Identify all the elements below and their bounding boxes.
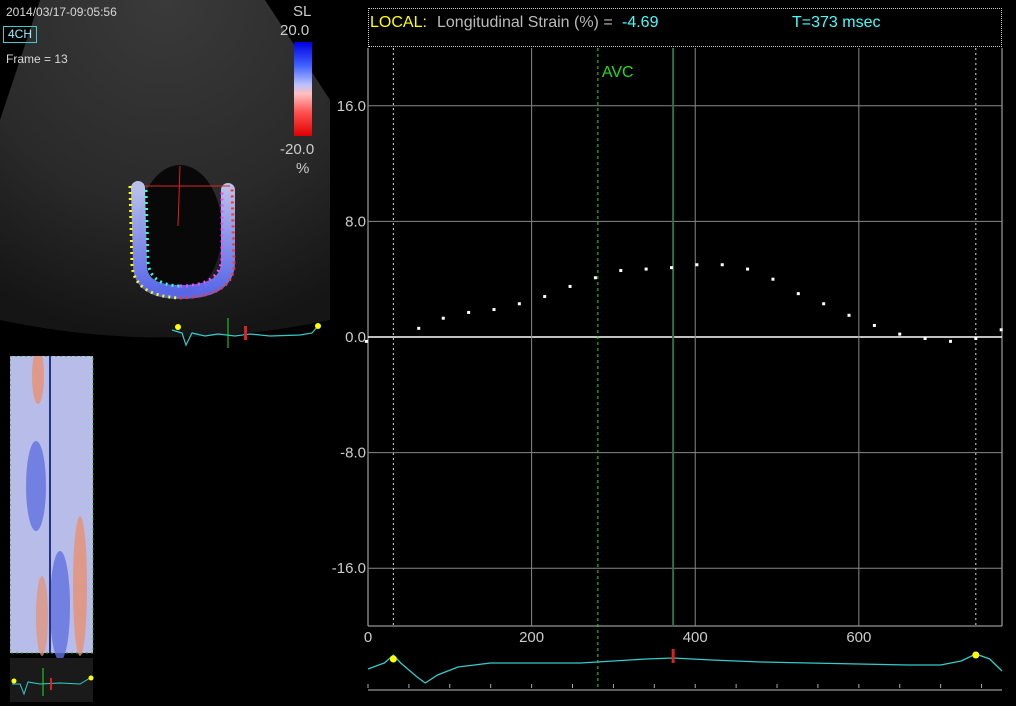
strain-point <box>695 263 699 267</box>
strain-chart[interactable]: 16.0 8.0 0.0 -8.0 -16.0 0 200 400 600 AVC <box>320 48 1016 705</box>
tracking-points <box>128 185 236 300</box>
ecg-cursor-marker <box>671 649 675 663</box>
ecg-strip <box>367 649 1003 691</box>
strain-series <box>364 263 1003 343</box>
cycle-markers <box>392 48 977 626</box>
x-axis: 0 200 400 600 <box>364 629 983 688</box>
y-tick-label: -16.0 <box>332 560 366 577</box>
strain-label: Longitudinal Strain (%) = <box>437 14 613 31</box>
mini-ecg-trace <box>171 325 319 347</box>
timestamp: 2014/03/17-09:05:56 <box>6 5 117 19</box>
strain-point <box>492 308 496 312</box>
colorbar <box>294 42 312 136</box>
plot-header-box <box>368 8 1002 47</box>
strain-point <box>467 310 471 314</box>
y-tick-label: 0.0 <box>345 329 366 346</box>
x-tick-label: 400 <box>683 629 708 646</box>
y-axis: 16.0 8.0 0.0 -8.0 -16.0 <box>332 98 366 577</box>
strain-point <box>872 323 876 327</box>
avc-label: AVC <box>602 64 634 81</box>
ecg-start-dot <box>389 655 397 663</box>
strain-point <box>898 332 902 336</box>
x-tick-label: 200 <box>519 629 544 646</box>
strain-point <box>543 295 547 299</box>
strain-point <box>746 267 750 271</box>
strain-point <box>771 277 775 281</box>
strain-point <box>593 276 597 280</box>
myocardium-strain-overlay <box>131 181 235 300</box>
y-tick-label: 8.0 <box>345 213 366 230</box>
colorbar-min: -20.0 <box>280 141 315 158</box>
strain-point <box>847 313 851 317</box>
strain-point <box>619 269 623 273</box>
local-label: LOCAL: <box>370 14 427 31</box>
lv-cavity <box>138 165 222 295</box>
frame-label: Frame = 13 <box>6 52 68 66</box>
colorbar-unit: % <box>296 160 310 177</box>
axis-crosshair <box>145 165 230 227</box>
x-tick-label: 600 <box>846 629 871 646</box>
x-tick-label: 0 <box>364 629 372 646</box>
strain-point <box>417 326 421 330</box>
strain-point <box>948 339 952 343</box>
mmode-strain-panel[interactable] <box>10 356 95 706</box>
strain-value: -4.69 <box>622 14 659 31</box>
strain-point <box>517 302 521 306</box>
time-value: T=373 msec <box>792 14 881 31</box>
strain-point <box>822 302 826 306</box>
ecg-end-dot <box>972 651 980 659</box>
strain-point <box>568 284 572 288</box>
y-tick-label: 16.0 <box>337 98 366 115</box>
ultrasound-sector <box>0 0 330 338</box>
avc-marker: AVC <box>597 48 634 690</box>
colorbar-label: SL <box>293 3 312 20</box>
y-tick-label: -8.0 <box>340 445 366 462</box>
mini-ecg-end-dot <box>315 323 321 329</box>
colorbar-max: 20.0 <box>280 22 310 39</box>
strain-point <box>670 266 674 270</box>
strain-point <box>796 292 800 296</box>
mini-ecg-marker <box>244 326 247 340</box>
strain-point <box>974 336 978 340</box>
view-tag[interactable]: 4CH <box>3 26 38 43</box>
echo-image[interactable] <box>0 0 330 352</box>
strain-point <box>720 263 724 267</box>
mini-ecg-start-dot <box>175 324 181 330</box>
ecg-trace <box>367 653 1003 684</box>
chart-grid <box>367 48 1003 627</box>
strain-point <box>999 328 1003 332</box>
strain-point <box>441 316 445 320</box>
strain-point <box>644 267 648 271</box>
strain-point <box>364 339 368 343</box>
strain-point <box>923 336 927 340</box>
